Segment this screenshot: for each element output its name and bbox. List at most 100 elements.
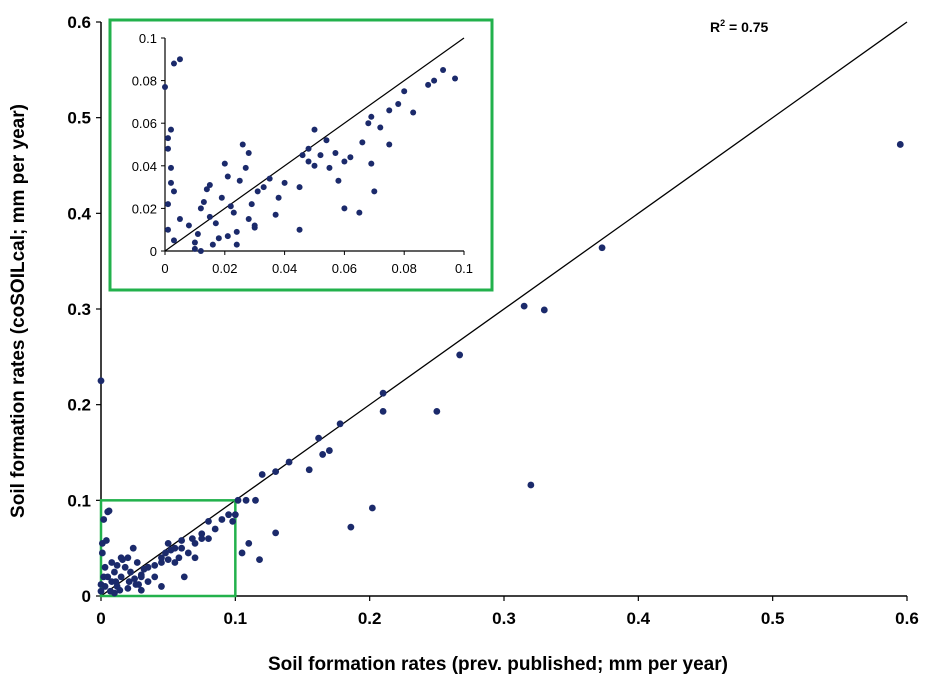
inset-y-tick-label: 0.04: [132, 159, 157, 174]
inset-data-point: [164, 226, 171, 233]
data-point: [171, 544, 179, 552]
data-point: [205, 535, 212, 542]
main-x-tick-label: 0: [96, 609, 105, 628]
data-point: [108, 559, 116, 566]
inset-data-point: [194, 230, 201, 237]
inset-data-point: [218, 194, 225, 201]
inset-data-point: [191, 239, 198, 246]
data-point: [117, 573, 125, 581]
inset-data-point: [359, 139, 366, 146]
inset-data-point: [341, 205, 348, 212]
inset-data-point: [245, 216, 252, 223]
data-point: [191, 554, 199, 562]
main-plot: 0 0.1 0.2 0.3 0.4 0.5 0.6 00.10.20.30.40.50.6 …: [8, 13, 919, 675]
inset-data-point: [266, 175, 273, 182]
inset-data-point: [371, 188, 378, 195]
inset-data-point: [170, 188, 177, 195]
data-point: [102, 537, 110, 544]
data-point: [171, 559, 179, 566]
main-x-tick-label: 0.2: [358, 609, 382, 628]
r-squared-annotation: R2 = 0.75: [710, 18, 769, 35]
data-point: [319, 451, 327, 458]
data-point: [205, 517, 212, 525]
data-point: [137, 586, 145, 594]
data-point: [540, 306, 548, 314]
data-point: [272, 468, 280, 476]
inset-data-point: [365, 120, 372, 127]
data-point: [234, 496, 242, 504]
inset-y-tick-label: 0.06: [132, 116, 157, 131]
data-point: [164, 556, 172, 564]
inset-data-point: [299, 152, 306, 159]
inset-data-point: [212, 220, 219, 227]
data-point: [229, 517, 237, 525]
inset-data-point: [162, 83, 168, 90]
data-point: [211, 525, 219, 533]
inset-data-point: [323, 137, 330, 144]
data-point: [315, 434, 323, 442]
inset-data-point: [227, 203, 234, 210]
data-point: [151, 561, 159, 569]
data-point: [101, 583, 109, 590]
inset-data-point: [185, 222, 192, 229]
data-point: [125, 578, 133, 586]
data-point: [272, 529, 280, 537]
inset-data-point: [296, 184, 303, 191]
inset-data-point: [239, 141, 246, 148]
data-point: [129, 544, 137, 552]
data-point: [456, 351, 464, 359]
data-point: [98, 549, 106, 557]
main-x-tick-label: 0.4: [627, 609, 651, 628]
data-point: [107, 587, 114, 595]
data-point: [184, 549, 192, 557]
data-point: [97, 377, 105, 385]
data-point: [151, 573, 159, 581]
zoom-highlight-box: [99, 499, 237, 598]
inset-data-point: [377, 124, 384, 131]
inset-data-point: [167, 126, 174, 133]
inset-data-point: [251, 222, 258, 229]
inset-data-point: [401, 88, 408, 95]
inset-data-point: [341, 158, 348, 165]
data-point: [336, 420, 344, 428]
data-point: [133, 559, 141, 566]
inset-data-point: [347, 154, 354, 161]
data-point: [101, 563, 109, 571]
data-point: [231, 511, 239, 519]
data-point: [238, 549, 246, 557]
data-point: [113, 561, 121, 569]
data-point: [158, 554, 165, 562]
data-point: [116, 586, 124, 594]
data-point: [104, 573, 112, 581]
inset-data-point: [200, 199, 207, 206]
inset-data-point: [233, 228, 240, 235]
data-point: [305, 466, 313, 474]
data-point: [124, 584, 132, 592]
inset-data-point: [368, 113, 375, 120]
inset-data-point: [191, 245, 198, 252]
inset-data-point: [410, 109, 417, 116]
inset-data-point: [254, 188, 261, 195]
inset-y-tick-label: 0.08: [132, 74, 157, 89]
inset-data-point: [335, 177, 342, 184]
inset-data-point: [206, 213, 213, 220]
data-point: [347, 523, 355, 531]
inset-data-point: [203, 186, 210, 193]
data-point: [325, 447, 333, 454]
data-point: [158, 559, 165, 566]
inset-data-point: [245, 150, 252, 157]
data-point: [97, 587, 105, 595]
data-point: [258, 471, 266, 478]
data-point: [191, 539, 199, 547]
inset-data-point: [305, 145, 312, 152]
inset-data-point: [221, 160, 228, 167]
inset-data-point: [164, 201, 171, 208]
data-point: [112, 578, 120, 586]
inset-x-tick-label: 0.08: [392, 261, 417, 276]
inset-data-point: [197, 248, 204, 254]
data-point: [178, 537, 186, 544]
inset-data-point: [242, 164, 249, 171]
inset-data-point: [440, 66, 447, 73]
data-point: [368, 504, 376, 512]
